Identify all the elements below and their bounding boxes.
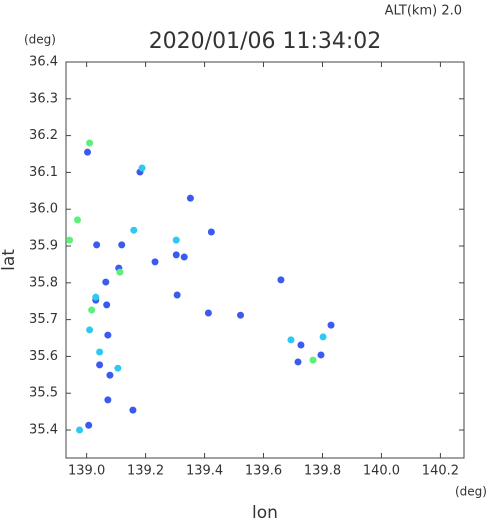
echo-point [317,351,325,359]
y-tick-label: 36.3 [29,91,58,106]
echo-point [76,426,84,434]
x-tick-label: 139.0 [68,464,105,479]
x-tick-label: 139.6 [245,464,282,479]
echo-point [106,371,114,379]
echo-point [180,253,188,261]
x-tick-label: 139.8 [304,464,341,479]
echo-point [129,406,137,414]
y-tick-label: 36.2 [29,128,58,143]
echo-point [92,293,100,301]
x-axis-label: lon [252,503,278,521]
x-tick-label: 140.2 [422,464,459,479]
echo-point [327,321,335,329]
echo-point [294,358,302,366]
echo-point [96,348,104,356]
echo-point [86,139,94,147]
echo-point [103,301,111,309]
echo-point [237,311,245,319]
echo-point [73,216,81,224]
echo-point [204,309,212,317]
y-tick-label: 35.6 [29,349,58,364]
x-tick-label: 140.0 [363,464,400,479]
echo-point [151,258,159,266]
chart-title: 2020/01/06 11:34:02 [149,29,382,54]
echo-point [104,331,112,339]
y-tick-label: 35.9 [29,239,58,254]
echo-point [88,306,96,314]
echo-point [287,336,295,344]
y-axis-label: lat [0,249,19,271]
echo-point [118,241,126,249]
y-tick-label: 35.8 [29,275,58,290]
echo-point [96,361,104,369]
echo-point [104,396,112,404]
y-unit: (deg) [24,33,56,47]
x-unit: (deg) [455,485,487,499]
echo-point [84,148,92,156]
y-tick-label: 35.4 [29,423,58,438]
y-tick-label: 36.0 [29,202,58,217]
echo-point [93,241,101,249]
x-tick-label: 139.2 [127,464,164,479]
echo-point [85,421,93,429]
y-tick-label: 36.4 [29,55,58,70]
echo-point [86,326,94,334]
y-tick-label: 35.7 [29,312,58,327]
echo-point [277,276,285,284]
x-tick-label: 139.4 [186,464,223,479]
echo-point [309,356,317,364]
echo-point [116,268,124,276]
y-tick-label: 36.1 [29,165,58,180]
echo-point [319,333,327,341]
echo-point [173,291,181,299]
echo-point [207,228,215,236]
echo-point [130,226,138,234]
echo-point [102,278,110,286]
plot-frame [65,61,465,459]
subtitle: ALT(km) 2.0 [385,4,462,19]
echo-point [114,364,122,372]
echo-point [186,194,194,202]
echo-point [297,341,305,349]
echo-point [172,251,180,259]
y-tick-label: 35.5 [29,386,58,401]
echo-point [138,164,146,172]
echo-point [172,236,180,244]
echo-point [66,236,74,244]
